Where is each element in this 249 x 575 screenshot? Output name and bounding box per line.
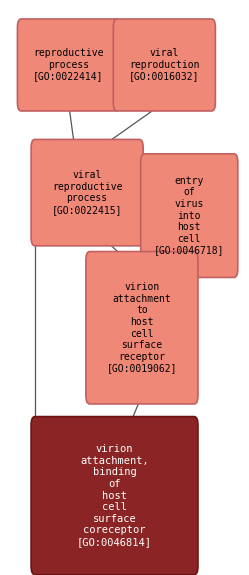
Text: viral
reproductive
process
[GO:0022415]: viral reproductive process [GO:0022415] bbox=[52, 170, 123, 215]
Text: entry
of
virus
into
host
cell
[GO:0046718]: entry of virus into host cell [GO:004671… bbox=[154, 176, 225, 255]
FancyBboxPatch shape bbox=[17, 19, 120, 111]
FancyBboxPatch shape bbox=[113, 19, 215, 111]
FancyBboxPatch shape bbox=[141, 154, 238, 277]
Text: reproductive
process
[GO:0022414]: reproductive process [GO:0022414] bbox=[33, 48, 104, 82]
FancyBboxPatch shape bbox=[86, 252, 198, 404]
FancyBboxPatch shape bbox=[31, 416, 198, 575]
FancyBboxPatch shape bbox=[31, 139, 143, 246]
Text: virion
attachment,
binding
of
host
cell
surface
coreceptor
[GO:0046814]: virion attachment, binding of host cell … bbox=[77, 444, 152, 547]
Text: viral
reproduction
[GO:0016032]: viral reproduction [GO:0016032] bbox=[129, 48, 200, 82]
Text: virion
attachment
to
host
cell
surface
receptor
[GO:0019062]: virion attachment to host cell surface r… bbox=[107, 282, 177, 373]
